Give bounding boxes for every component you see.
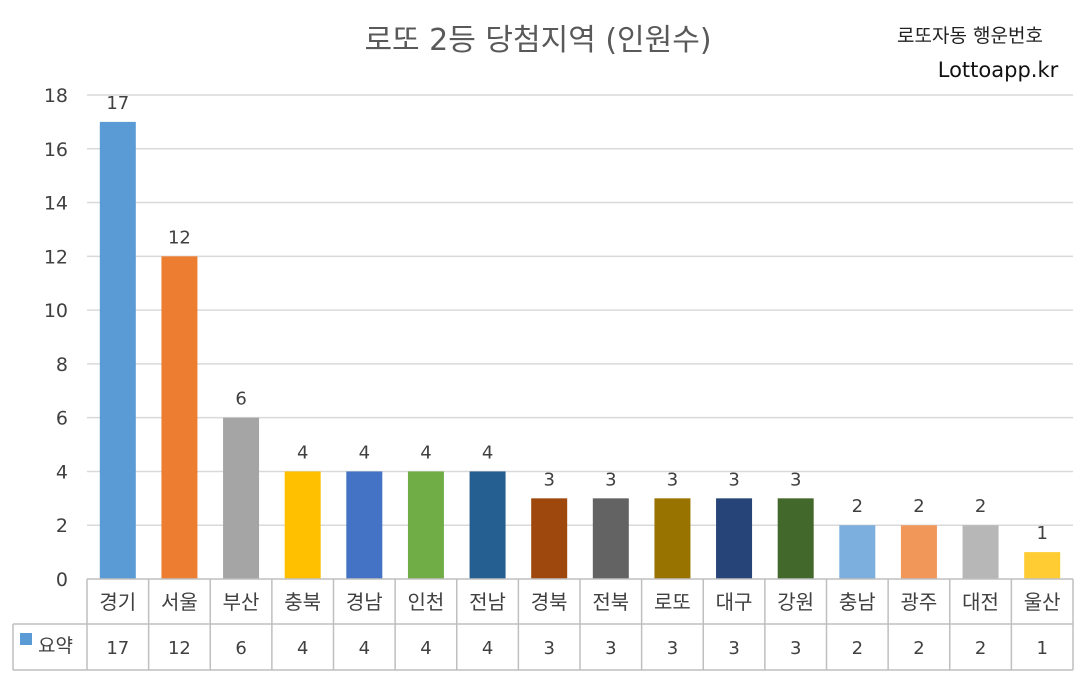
data-label: 3 xyxy=(728,469,739,490)
bar xyxy=(839,525,876,579)
y-tick-label: 4 xyxy=(56,461,68,483)
table-value: 3 xyxy=(728,638,739,659)
bar xyxy=(161,256,198,579)
legend-key xyxy=(20,633,32,645)
data-label: 4 xyxy=(359,442,370,463)
bar xyxy=(716,498,753,579)
bar xyxy=(223,417,260,579)
category-label: 인천 xyxy=(408,590,445,614)
y-tick-label: 8 xyxy=(56,354,68,376)
table-value: 4 xyxy=(359,638,370,659)
table-value: 3 xyxy=(543,638,554,659)
category-label: 대전 xyxy=(962,590,999,614)
data-label: 3 xyxy=(605,469,616,490)
y-axis: 0 2 4 6 8 10 12 14 16 18 xyxy=(44,85,68,591)
table-value: 12 xyxy=(168,638,191,659)
data-label: 2 xyxy=(975,496,986,517)
y-tick-label: 6 xyxy=(56,408,68,430)
data-label: 3 xyxy=(667,469,678,490)
category-label: 강원 xyxy=(777,590,814,614)
table-value: 4 xyxy=(482,638,493,659)
data-label: 4 xyxy=(482,442,493,463)
category-label: 대구 xyxy=(716,590,753,614)
table-value: 2 xyxy=(852,638,863,659)
data-label: 17 xyxy=(106,93,129,114)
data-label: 3 xyxy=(790,469,801,490)
brand-line-1: 로또자동 행운번호 xyxy=(897,25,1043,47)
bar xyxy=(962,525,999,579)
data-label: 2 xyxy=(852,496,863,517)
bar xyxy=(284,471,321,579)
data-label: 1 xyxy=(1036,523,1047,544)
y-tick-label: 0 xyxy=(56,569,68,591)
category-label: 충남 xyxy=(839,590,876,614)
data-table: 경기17서울12부산6충북4경남4인천4전남4경북3전북3로또3대구3강원3충남… xyxy=(12,578,1074,671)
bar xyxy=(777,498,814,579)
category-label: 로또 xyxy=(654,590,691,614)
bars xyxy=(99,121,1061,579)
category-label: 충북 xyxy=(284,590,321,614)
category-label: 경남 xyxy=(346,590,383,614)
data-labels: 17 12 6 4 4 4 4 3 3 3 3 3 2 2 2 1 xyxy=(106,93,1048,544)
table-value: 6 xyxy=(235,638,246,659)
table-value: 2 xyxy=(975,638,986,659)
table-value: 3 xyxy=(605,638,616,659)
bar xyxy=(407,471,444,579)
y-tick-label: 16 xyxy=(44,139,68,161)
category-label: 부산 xyxy=(223,590,260,614)
data-label: 3 xyxy=(543,469,554,490)
legend-label: 요약 xyxy=(38,635,73,657)
bar xyxy=(469,471,506,579)
bar xyxy=(592,498,629,579)
category-label: 전남 xyxy=(469,590,506,614)
category-label: 경북 xyxy=(531,590,568,614)
category-label: 울산 xyxy=(1024,590,1061,614)
bar xyxy=(1024,552,1061,579)
table-value: 4 xyxy=(420,638,431,659)
table-value: 2 xyxy=(913,638,924,659)
category-label: 광주 xyxy=(901,590,938,614)
data-label: 12 xyxy=(168,227,191,248)
y-tick-label: 10 xyxy=(44,300,68,322)
table-value: 4 xyxy=(297,638,308,659)
category-label: 경기 xyxy=(99,590,136,614)
data-label: 4 xyxy=(297,442,308,463)
y-tick-label: 12 xyxy=(44,246,68,268)
table-value: 17 xyxy=(106,638,129,659)
bar xyxy=(99,121,136,579)
data-label: 2 xyxy=(913,496,924,517)
category-label: 서울 xyxy=(161,590,198,614)
y-tick-label: 2 xyxy=(56,515,68,537)
table-value: 3 xyxy=(667,638,678,659)
data-label: 6 xyxy=(235,389,246,410)
category-label: 전북 xyxy=(592,590,629,614)
chart-title: 로또 2등 당첨지역 (인원수) xyxy=(364,23,711,58)
bar xyxy=(346,471,383,579)
brand-line-2: Lottoapp.kr xyxy=(938,58,1059,82)
bar xyxy=(900,525,937,579)
y-tick-label: 14 xyxy=(44,193,68,215)
y-tick-label: 18 xyxy=(44,85,68,107)
data-label: 4 xyxy=(420,442,431,463)
table-value: 3 xyxy=(790,638,801,659)
bar xyxy=(531,498,568,579)
table-value: 1 xyxy=(1036,638,1047,659)
bar xyxy=(654,498,691,579)
